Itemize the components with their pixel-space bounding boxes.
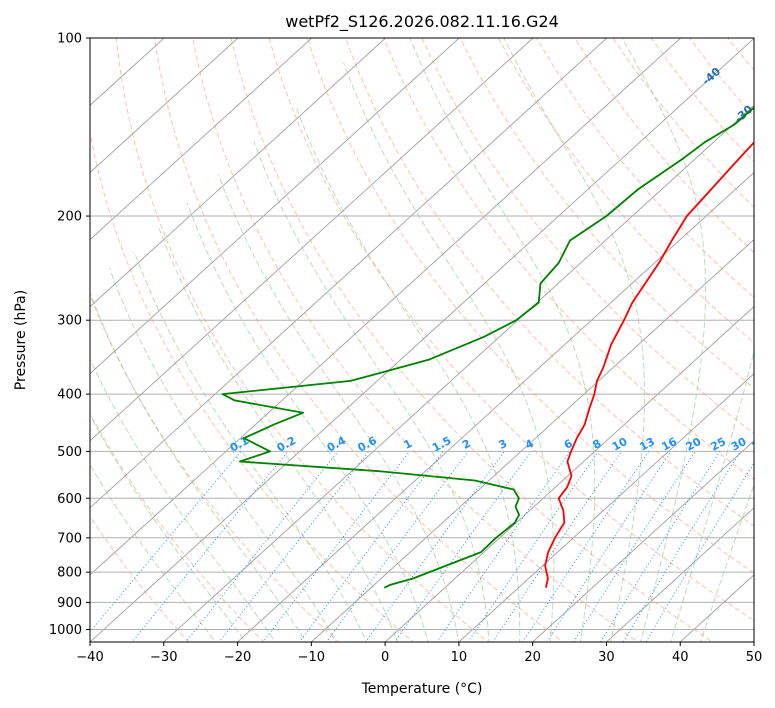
isotherm-line [90, 38, 239, 174]
moist-adiabat-line [90, 357, 277, 642]
y-tick-label: 400 [57, 388, 82, 403]
dry-adiabat-line [421, 38, 754, 435]
isotherm-line [236, 171, 754, 642]
isotherm-line [384, 306, 754, 642]
isotherm-line [458, 373, 754, 642]
x-tick-label: −20 [224, 650, 251, 665]
mixing-ratio-label: 36 [750, 435, 770, 454]
moist-adiabat-line [90, 414, 247, 642]
y-tick-label: 600 [57, 492, 82, 507]
isotherm-line [605, 507, 754, 642]
dry-adiabat-line [153, 38, 564, 642]
isotherm-line [531, 440, 754, 642]
x-tick-label: 40 [672, 650, 689, 665]
mixing-ratio-line [492, 451, 622, 642]
mixing-ratio-label: 25 [708, 435, 728, 454]
dry-adiabat-line [536, 38, 754, 299]
x-tick-label: 10 [451, 650, 468, 665]
y-tick-label: 300 [57, 314, 82, 329]
isotherm-line [90, 38, 534, 442]
x-tick-label: −40 [76, 650, 103, 665]
y-tick-label: 900 [57, 596, 82, 611]
mixing-ratio-lines [90, 451, 754, 642]
profile-series [221, 106, 754, 589]
dewpoint-profile-line [221, 106, 754, 589]
dry-adiabat-line [90, 412, 265, 642]
y-tick-label: 100 [57, 32, 82, 47]
temperature-profile-line [544, 141, 754, 588]
chart-title: wetPf2_S126.2026.082.11.16.G24 [285, 12, 559, 32]
moist-adiabat-line [158, 228, 398, 642]
x-tick-label: −30 [150, 650, 177, 665]
dry-adiabat-line [90, 130, 415, 642]
y-tick-label: 700 [57, 531, 82, 546]
y-axis-ticks: 100 200 300 400 500 600 700 800 900 1000 [49, 32, 90, 638]
mixing-ratio-line [467, 451, 600, 642]
mixing-ratio-label: 20 [684, 435, 704, 454]
moist-adiabat-line [90, 463, 217, 642]
mixing-ratio-label: 13 [637, 435, 657, 454]
x-axis-ticks: −40 −30 −20 −10 0 10 20 30 40 50 [76, 642, 762, 665]
dry-adiabat-line [497, 38, 754, 344]
x-tick-label: 30 [598, 650, 615, 665]
moist-adiabat-line [217, 174, 460, 642]
isotherm-line [90, 38, 608, 509]
mixing-ratio-line [262, 451, 410, 642]
mixing-ratio-line [622, 451, 741, 642]
y-tick-label: 1000 [49, 623, 82, 638]
x-tick-label: −10 [298, 650, 325, 665]
moist-adiabat-line [343, 62, 555, 642]
moist-adiabat-line [133, 251, 368, 642]
mixing-ratio-line [645, 462, 754, 642]
moist-adiabat-line [186, 202, 429, 642]
moist-adiabat-line [253, 142, 490, 642]
dry-adiabats [90, 38, 754, 642]
x-tick-label: 0 [381, 650, 389, 665]
x-tick-label: 50 [746, 650, 763, 665]
isotherm-line [90, 38, 387, 308]
mixing-ratio-line [436, 451, 571, 642]
mixing-ratio-line [131, 451, 289, 642]
mixing-ratio-line [572, 451, 696, 642]
isotherm-line [90, 38, 313, 241]
mixing-ratio-label: 16 [659, 435, 679, 454]
mixing-ratio-line [522, 451, 650, 642]
mixing-ratio-line [90, 451, 242, 633]
mixing-ratio-label: 10 [610, 435, 630, 454]
y-tick-label: 500 [57, 445, 82, 460]
plot-frame [89, 37, 755, 643]
y-tick-label: 800 [57, 566, 82, 581]
x-axis-label: Temperature (°C) [361, 681, 483, 697]
mixing-ratio-line [325, 451, 469, 642]
moist-adiabat-line [621, 38, 707, 642]
moist-adiabat-line [109, 268, 337, 642]
isotherm-line [90, 38, 754, 642]
pressure-gridlines [90, 38, 754, 630]
dry-adiabat-line [115, 38, 490, 642]
isotherm-line [310, 238, 754, 642]
isotherm-line [90, 38, 682, 576]
y-tick-label: 200 [57, 210, 82, 225]
mixing-ratio-label: 30 [729, 435, 749, 454]
isotherm-line [90, 38, 165, 107]
dry-adiabat-line [192, 38, 639, 642]
y-axis-label: Pressure (hPa) [13, 290, 29, 390]
dry-adiabat-line [90, 293, 340, 642]
dry-adiabat-line [90, 515, 190, 642]
dry-adiabat-line [230, 38, 714, 642]
x-tick-label: 20 [524, 650, 541, 665]
isotherm-line [90, 38, 460, 375]
moist-adiabat-line [295, 105, 521, 642]
dry-adiabat-line [306, 38, 754, 574]
mixing-ratio-line [546, 451, 672, 642]
dry-adiabat-line [383, 38, 754, 481]
mixing-ratio-line [298, 451, 444, 642]
mixing-ratio-line [600, 451, 721, 642]
